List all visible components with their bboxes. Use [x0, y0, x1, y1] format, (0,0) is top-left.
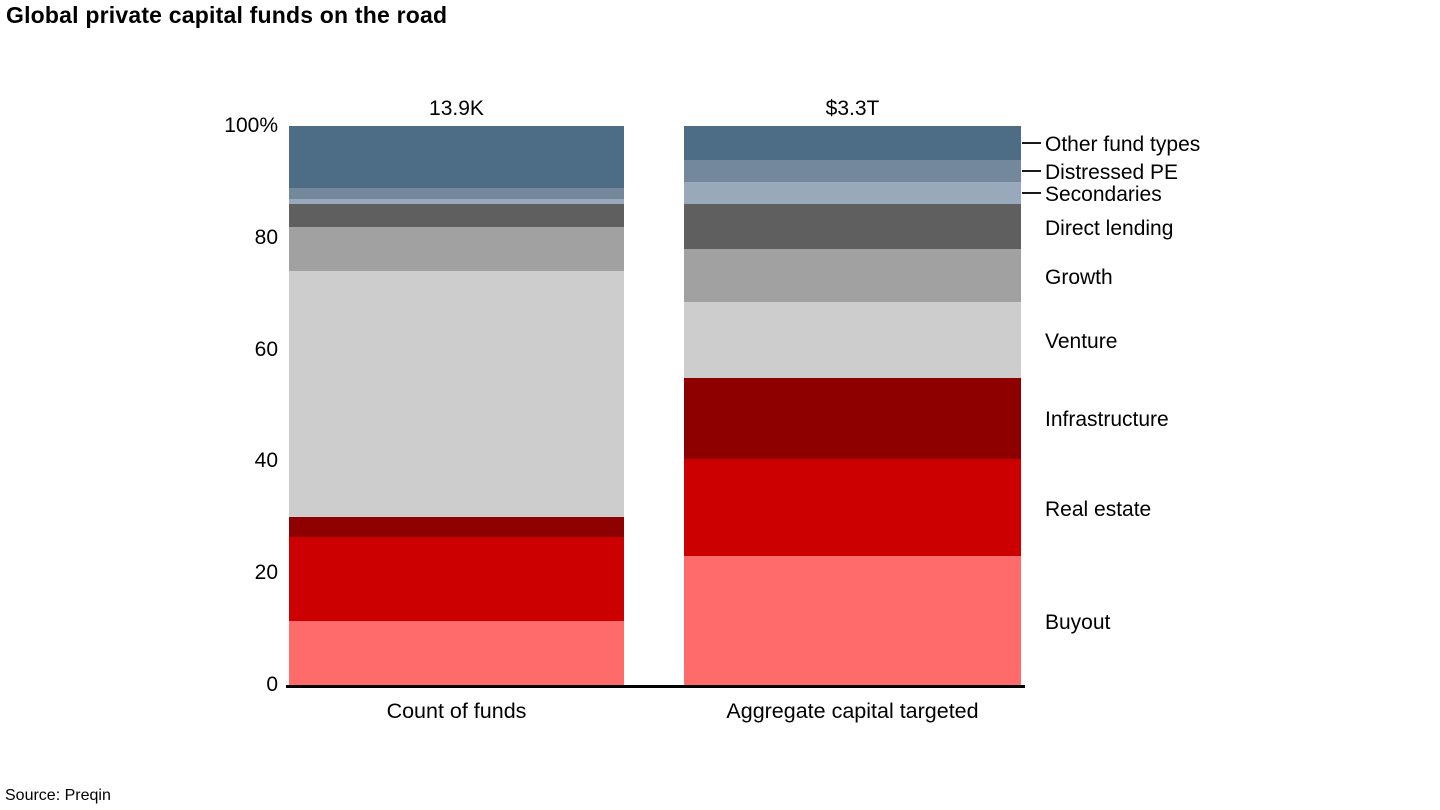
segment-secondaries — [684, 181, 1021, 205]
legend-label-infrastructure: Infrastructure — [1045, 408, 1169, 432]
segment-secondaries — [289, 198, 624, 205]
stacked-bar-count-of-funds — [289, 126, 624, 685]
segment-real-estate — [289, 536, 624, 621]
y-axis-tick-60: 60 — [254, 337, 278, 361]
y-axis-tick-20: 20 — [254, 561, 278, 585]
legend-label-growth: Growth — [1045, 265, 1113, 289]
legend-label-other-fund-types: Other fund types — [1045, 132, 1201, 156]
segment-other-fund-types — [289, 126, 624, 188]
segment-other-fund-types — [684, 126, 1021, 160]
bar-total-aggregate-capital-targeted: $3.3T — [825, 97, 880, 120]
legend-label-secondaries: Secondaries — [1045, 183, 1162, 207]
y-axis-tick-40: 40 — [254, 449, 278, 473]
legend-label-direct-lending: Direct lending — [1045, 216, 1174, 240]
y-axis-tick-0: 0 — [266, 673, 278, 696]
segment-buyout — [289, 620, 624, 685]
legend-label-venture: Venture — [1045, 329, 1118, 353]
bar-total-count-of-funds: 13.9K — [429, 97, 484, 120]
x-axis-label-aggregate-capital-targeted: Aggregate capital targeted — [726, 699, 979, 723]
legend-leader-line-other-fund-types — [1022, 141, 1041, 144]
segment-growth — [684, 249, 1021, 303]
segment-buyout — [684, 556, 1021, 685]
x-axis-line — [286, 685, 1025, 688]
legend-label-distressed-pe: Distressed PE — [1045, 160, 1179, 184]
chart-title: Global private capital funds on the road — [6, 2, 448, 28]
segment-growth — [289, 226, 624, 272]
source-note: Source: Preqin — [5, 787, 111, 804]
segment-venture — [684, 302, 1021, 378]
segment-venture — [289, 271, 624, 518]
y-axis-tick-80: 80 — [254, 225, 278, 249]
segment-direct-lending — [289, 204, 624, 227]
segment-distressed-pe — [684, 159, 1021, 182]
stacked-bar-aggregate-capital-targeted — [684, 126, 1021, 685]
x-axis-label-count-of-funds: Count of funds — [386, 699, 527, 723]
segment-real-estate — [684, 458, 1021, 557]
legend-leader-line-distressed-pe — [1022, 169, 1041, 172]
legend-label-real-estate: Real estate — [1045, 497, 1152, 521]
segment-distressed-pe — [289, 187, 624, 199]
segment-direct-lending — [684, 204, 1021, 249]
segment-infrastructure — [684, 377, 1021, 459]
segment-infrastructure — [289, 517, 624, 537]
y-axis-tick-100: 100% — [224, 114, 278, 137]
legend-leader-line-secondaries — [1022, 192, 1041, 195]
legend-label-buyout: Buyout — [1045, 610, 1111, 634]
